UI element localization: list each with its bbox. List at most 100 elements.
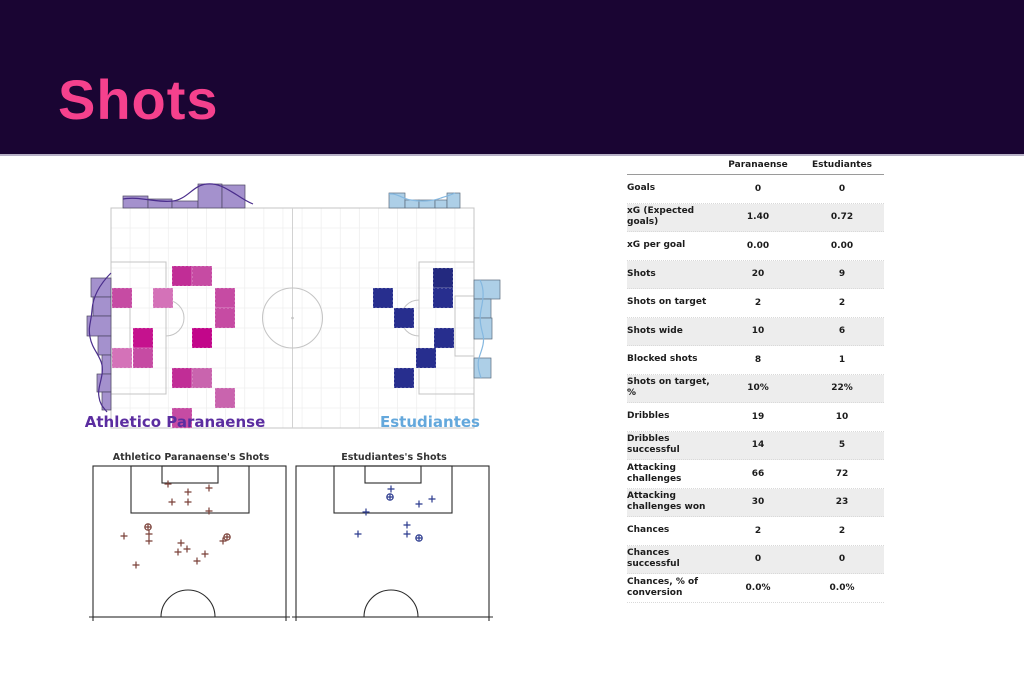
stat-label: xG per goal — [627, 240, 686, 251]
stat-value-away: 0.00 — [830, 240, 854, 251]
stat-value-away: 0.0% — [829, 582, 855, 593]
stat-label: Dribbles — [627, 411, 670, 422]
heatmap-cell — [152, 287, 174, 309]
shot-marker-goal — [144, 523, 152, 531]
stat-value-away: 0.72 — [830, 212, 854, 223]
kde-curve — [122, 183, 254, 205]
histogram-bar — [101, 391, 112, 411]
table-row: Blocked shots 8 1 — [627, 346, 884, 375]
heatmap-cell — [214, 387, 236, 409]
histogram-bar — [90, 277, 112, 298]
page-title: Shots — [58, 68, 219, 131]
shot-map-pitch — [292, 465, 493, 621]
shot-marker-plus — [164, 480, 172, 488]
stats-table-header: Paranaense Estudiantes — [627, 160, 884, 175]
table-row: Attacking challenges 66 72 — [627, 460, 884, 489]
table-row: Shots on target, % 10% 22% — [627, 374, 884, 403]
heatmap-cell — [111, 347, 133, 369]
shot-marker-goal — [223, 533, 231, 541]
stat-value-home: 10 — [751, 326, 765, 337]
shot-marker-goal — [386, 493, 394, 501]
table-row: xG (Expected goals) 1.40 0.72 — [627, 203, 884, 232]
table-row: Shots 20 9 — [627, 260, 884, 289]
header-spacer — [627, 160, 716, 170]
heatmap-cell — [393, 367, 415, 389]
histogram-bar — [473, 279, 501, 300]
team-layer-away: Estudiantes — [372, 192, 501, 431]
stat-value-home: 0.00 — [746, 240, 770, 251]
shot-map-away-svg: Estudiantes's Shots — [292, 452, 493, 621]
heatmap-cell — [191, 367, 213, 389]
stat-value-home: 2 — [754, 297, 762, 308]
stat-label: Shots wide — [627, 325, 683, 336]
stat-value-away: 72 — [835, 468, 849, 479]
stat-label: Dribbles successful — [627, 434, 680, 456]
heatmap-cell — [132, 327, 154, 349]
stat-value-away: 2 — [838, 525, 846, 536]
heatmap-cell — [372, 287, 394, 309]
stat-value-home: 0 — [754, 554, 762, 565]
stat-label: xG (Expected goals) — [627, 206, 695, 228]
shot-marker-plus — [403, 530, 411, 538]
heatmap-cell — [432, 287, 454, 309]
heatmap-cell — [191, 327, 213, 349]
shot-marker-plus — [145, 537, 153, 545]
stat-value-home: 2 — [754, 525, 762, 536]
table-row: Goals 0 0 — [627, 175, 884, 204]
shot-marker-plus — [201, 550, 209, 558]
histogram-bar — [97, 335, 112, 356]
shot-marker-plus — [177, 539, 185, 547]
shot-marker-plus — [362, 508, 370, 516]
heatmap-cell — [171, 265, 193, 287]
kde-curve — [477, 279, 485, 379]
stat-value-away: 0 — [838, 554, 846, 565]
stat-value-home: 30 — [751, 497, 765, 508]
heatmap-cell — [415, 347, 437, 369]
stat-label: Shots on target, % — [627, 377, 710, 399]
stat-value-away: 23 — [835, 497, 849, 508]
stat-value-away: 1 — [838, 354, 846, 365]
stat-label: Chances — [627, 525, 670, 536]
stat-value-home: 8 — [754, 354, 762, 365]
stat-value-away: 9 — [838, 269, 846, 280]
heatmap-cell — [393, 307, 415, 329]
stat-value-home: 14 — [751, 440, 765, 451]
team-label: Athletico Paranaense — [85, 413, 265, 431]
pitch-markings — [110, 207, 475, 429]
histogram-bar — [434, 199, 448, 209]
table-row: Shots on target 2 2 — [627, 289, 884, 318]
header-band: Shots — [0, 0, 1024, 156]
stat-value-home: 20 — [751, 269, 765, 280]
histogram-bar — [122, 195, 149, 209]
heatmap-cell — [214, 287, 236, 309]
stat-value-away: 0 — [838, 183, 846, 194]
table-row: Dribbles 19 10 — [627, 403, 884, 432]
shot-marker-plus — [174, 548, 182, 556]
stat-label: Goals — [627, 183, 656, 194]
shot-marker-goal — [415, 534, 423, 542]
table-row: Chances, % of conversion 0.0% 0.0% — [627, 574, 884, 603]
heatmap-cell — [432, 267, 454, 289]
shot-zones-heatmap: Athletico Paranaense Estudiantes — [85, 165, 545, 435]
stats-table: Paranaense Estudiantes Goals 0 0 xG (Expected… — [627, 160, 884, 603]
shot-marker-plus — [145, 530, 153, 538]
shot-markers — [120, 480, 231, 569]
table-row: Dribbles successful 14 5 — [627, 431, 884, 460]
shot-map-title: Estudiantes's Shots — [341, 452, 447, 463]
stat-value-away: 2 — [838, 297, 846, 308]
histogram-bar — [221, 184, 246, 209]
shot-map-home-svg: Athletico Paranaense's Shots — [89, 452, 290, 621]
shot-marker-plus — [168, 498, 176, 506]
histogram-bar — [473, 357, 492, 379]
team-layer-home: Athletico Paranaense — [85, 183, 265, 431]
stat-value-away: 22% — [831, 383, 853, 394]
shot-marker-plus — [183, 545, 191, 553]
table-row: Attacking challenges won 30 23 — [627, 488, 884, 517]
heatmap-cell — [214, 307, 236, 329]
shot-marker-plus — [428, 495, 436, 503]
stat-label: Chances successful — [627, 548, 680, 570]
histogram-bar — [446, 192, 461, 209]
heatmap-cell — [433, 327, 455, 349]
heatmap-cell — [111, 287, 133, 309]
